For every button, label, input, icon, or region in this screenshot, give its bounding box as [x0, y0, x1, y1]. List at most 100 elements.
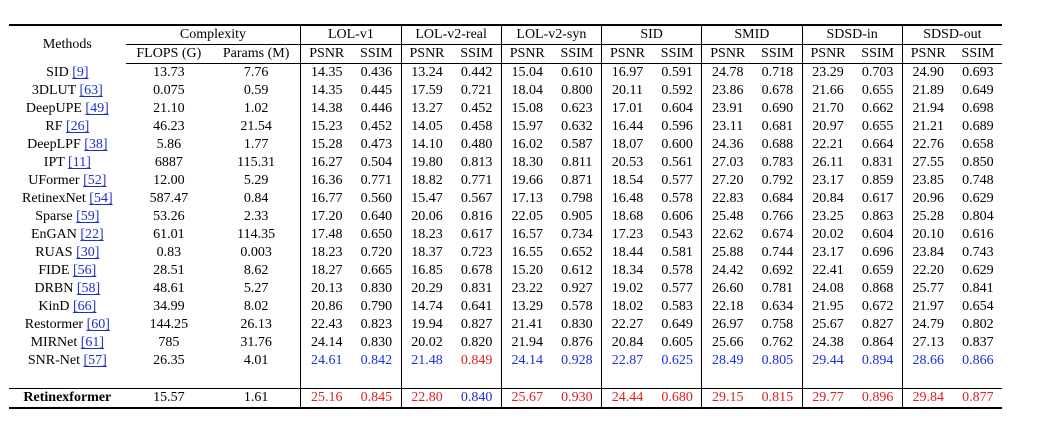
ssim-cell: 0.802 — [962, 317, 994, 332]
psnr-cell: 22.18 — [701, 298, 754, 316]
ssim-cell: 0.840 — [452, 388, 502, 409]
params-cell: 8.02 — [243, 299, 269, 314]
flops-cell: 5.86 — [156, 137, 182, 152]
ssim-cell: 0.758 — [761, 317, 794, 332]
method-name: 3DLUT — [31, 83, 76, 98]
psnr-cell: 25.48 — [701, 208, 754, 226]
psnr-cell: 15.20 — [500, 262, 553, 280]
citation-link[interactable]: [11] — [68, 155, 91, 170]
psnr-cell: 16.77 — [300, 190, 353, 208]
psnr-cell: 19.66 — [500, 172, 553, 190]
ssim-cell: 0.446 — [360, 101, 393, 116]
ssim-cell: 0.927 — [561, 281, 593, 296]
spacer-cell — [701, 370, 754, 389]
psnr-cell: 16.44 — [601, 118, 654, 136]
flops-cell: 46.23 — [153, 119, 185, 134]
ssim-cell: 0.837 — [962, 335, 994, 350]
psnr-cell: 13.29 — [500, 298, 553, 316]
citation-link[interactable]: [26] — [65, 119, 90, 134]
method-cell: SID [9] — [9, 64, 126, 83]
spacer-cell — [954, 370, 1002, 389]
psnr-cell: 13.27 — [400, 100, 453, 118]
ssim-cell: 0.928 — [561, 353, 593, 368]
ssim-cell: 0.623 — [561, 101, 593, 116]
ssim-cell: 0.798 — [561, 191, 593, 206]
ssim-cell: 0.842 — [360, 353, 393, 368]
ssim-cell: 0.800 — [561, 83, 593, 98]
metric-header-psnr: PSNR — [300, 44, 353, 64]
method-name: SID — [46, 64, 69, 80]
psnr-cell: 16.36 — [300, 172, 353, 190]
citation-link[interactable]: [59] — [76, 209, 100, 224]
ssim-cell: 0.698 — [962, 101, 994, 116]
citation-link[interactable]: [52] — [83, 173, 107, 188]
citation-link[interactable]: [63] — [79, 83, 103, 98]
method-name: Restormer — [24, 317, 84, 332]
citation-link[interactable]: [61] — [80, 335, 105, 350]
citation-link[interactable]: [57] — [83, 353, 107, 368]
ssim-cell: 0.894 — [861, 353, 894, 368]
ssim-cell: 0.600 — [661, 137, 693, 152]
psnr-cell: 17.23 — [601, 226, 654, 244]
table-row: Restormer [60] 144.25 26.13 22.43 0.823 19.94… — [9, 316, 1002, 334]
ssim-cell: 0.649 — [962, 83, 994, 98]
citation-link[interactable]: [49] — [85, 101, 109, 116]
citation-link[interactable]: [22] — [80, 227, 104, 242]
spacer-cell — [400, 370, 453, 389]
psnr-cell: 27.20 — [701, 172, 754, 190]
citation-link[interactable]: [30] — [76, 245, 100, 260]
method-cell: RUAS [30] — [9, 244, 126, 262]
citation-link[interactable]: [66] — [72, 299, 97, 314]
ssim-cell: 0.744 — [761, 245, 794, 260]
table-row-ours: Retinexformer 15.57 1.61 25.16 0.845 22.80 0.8… — [9, 388, 1002, 409]
psnr-cell: 28.49 — [701, 352, 754, 370]
params-cell: 1.02 — [243, 101, 269, 116]
psnr-cell: 26.11 — [801, 154, 854, 172]
ssim-cell: 0.721 — [460, 83, 493, 98]
spacer-cell — [553, 370, 602, 389]
ssim-cell: 0.813 — [460, 155, 493, 170]
psnr-cell: 14.38 — [300, 100, 353, 118]
metric-header-ssim: SSIM — [653, 44, 702, 64]
citation-link[interactable]: [54] — [89, 191, 113, 206]
citation-link[interactable]: [9] — [72, 64, 89, 80]
psnr-cell: 15.47 — [400, 190, 453, 208]
ssim-cell: 0.445 — [360, 83, 393, 98]
psnr-cell: 24.78 — [701, 63, 754, 82]
flops-cell: 15.57 — [125, 388, 213, 409]
psnr-cell: 16.97 — [601, 63, 654, 82]
flops-cell: 144.25 — [149, 317, 189, 332]
psnr-cell: 29.77 — [801, 388, 854, 409]
method-cell: 3DLUT [63] — [9, 82, 126, 100]
spacer-cell — [854, 370, 903, 389]
ssim-cell: 0.436 — [360, 65, 393, 80]
citation-link[interactable]: [58] — [76, 281, 101, 296]
psnr-cell: 25.67 — [500, 388, 553, 409]
citation-link[interactable]: [56] — [72, 263, 97, 278]
method-name: RUAS — [35, 245, 73, 260]
params-cell: 1.61 — [212, 388, 301, 409]
params-cell: 8.62 — [243, 263, 269, 278]
methods-header: Methods — [9, 24, 126, 64]
metric-header-psnr: PSNR — [601, 44, 654, 64]
ssim-cell: 0.577 — [661, 173, 693, 188]
psnr-cell: 18.44 — [601, 244, 654, 262]
ssim-cell: 0.827 — [861, 317, 894, 332]
dataset-header-sdsd-out: SDSD-out — [901, 24, 1002, 45]
spacer-cell — [500, 370, 553, 389]
ssim-cell: 0.561 — [661, 155, 693, 170]
psnr-cell: 16.02 — [500, 136, 553, 154]
method-name: MIRNet — [30, 335, 78, 350]
metric-header-psnr: PSNR — [901, 44, 954, 64]
psnr-cell: 18.34 — [601, 262, 654, 280]
psnr-cell: 22.83 — [701, 190, 754, 208]
method-cell: IPT [11] — [9, 154, 126, 172]
citation-link[interactable]: [60] — [86, 317, 110, 332]
citation-link[interactable]: [38] — [84, 137, 108, 152]
psnr-cell: 20.29 — [400, 280, 453, 298]
psnr-cell: 21.94 — [901, 100, 954, 118]
ssim-cell: 0.790 — [360, 299, 393, 314]
params-cell: 31.76 — [240, 335, 272, 350]
table-row: FIDE [56] 28.51 8.62 18.27 0.665 16.85 0.678 15… — [9, 262, 1002, 280]
flops-cell: 34.99 — [153, 299, 185, 314]
